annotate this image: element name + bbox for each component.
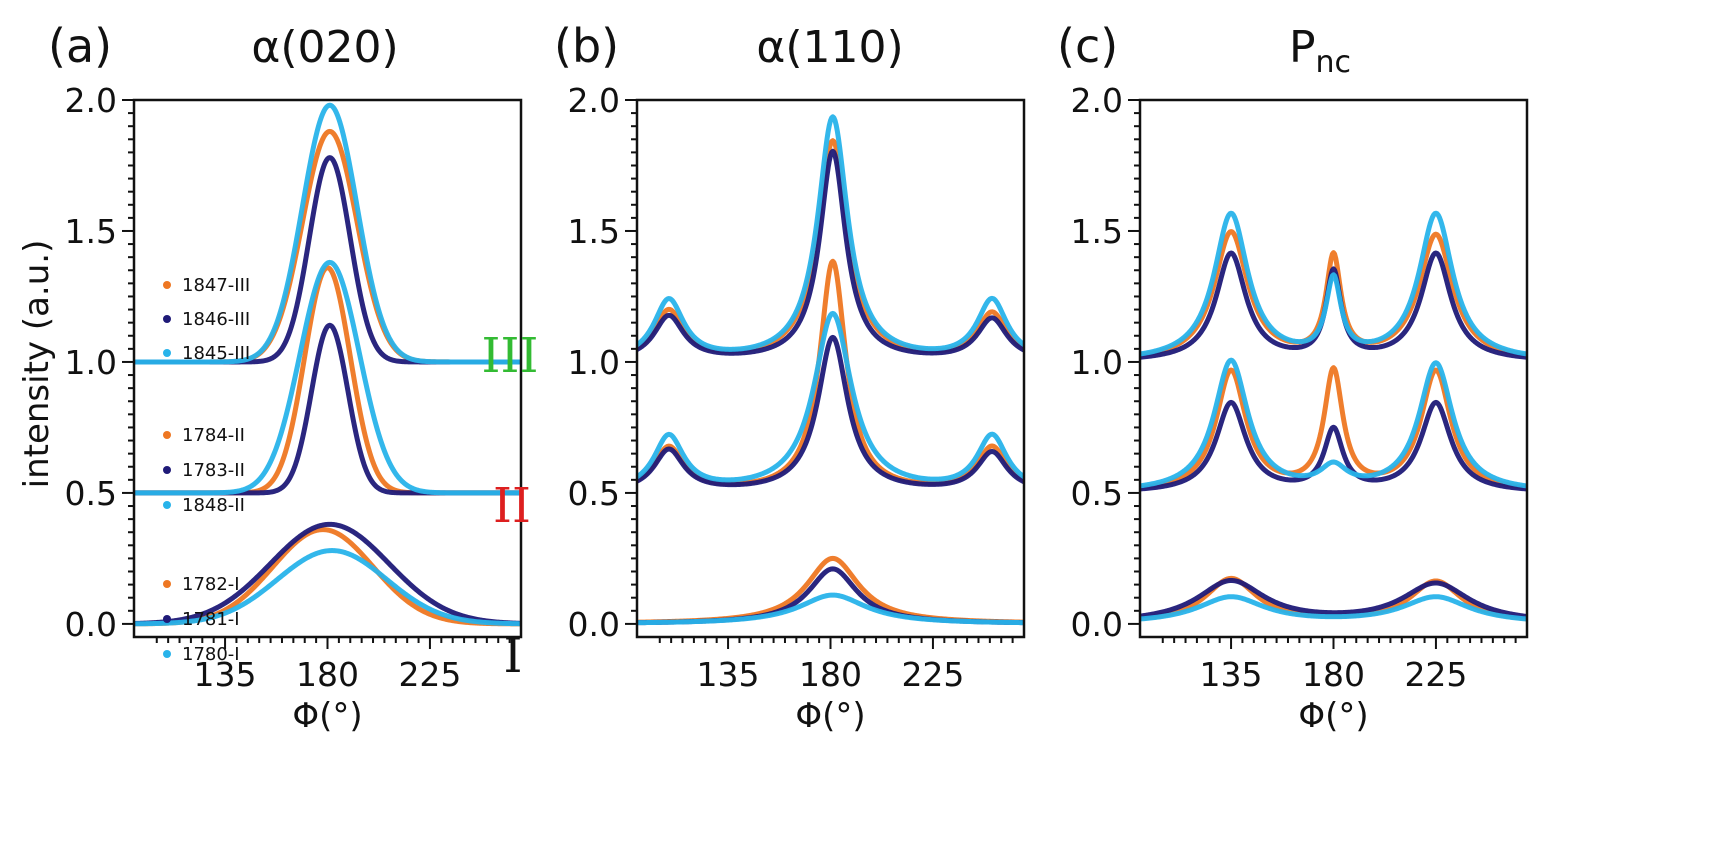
series-1781-I bbox=[134, 521, 521, 626]
series-1780-I bbox=[134, 548, 521, 627]
curves bbox=[134, 102, 521, 627]
x-tick-label: 225 bbox=[901, 655, 964, 694]
legend-marker bbox=[163, 501, 171, 509]
curves bbox=[637, 114, 1024, 626]
series-1781-I bbox=[1140, 577, 1527, 619]
series-1848-II bbox=[637, 310, 1024, 483]
group-label-III: III bbox=[482, 328, 539, 384]
panel-c: (c) Pnc 0.0 0.5 1.0 1.5 2.0 135 180 225 Φ(°) bbox=[1057, 19, 1529, 736]
x-axis-label: Φ(°) bbox=[292, 696, 362, 736]
panel-a: (a) α(020) 0.0 0.5 1.0 1.5 2.0 135 180 225 Φ(°) bbox=[48, 19, 523, 736]
series-1845-III bbox=[134, 102, 521, 365]
panel-b: (b) α(110) 0.0 0.5 1.0 1.5 2.0 135 180 225 Φ(°) bbox=[554, 19, 1026, 736]
panel-tag: (b) bbox=[554, 19, 619, 73]
panel-tag: (c) bbox=[1057, 19, 1118, 73]
legend-label: 1781-I bbox=[182, 609, 240, 630]
legend-label: 1846-III bbox=[182, 309, 250, 330]
legend-marker bbox=[163, 580, 171, 588]
y-tick-label: 0.5 bbox=[568, 474, 620, 513]
series-1846-III bbox=[637, 148, 1024, 356]
y-tick-label: 2.0 bbox=[568, 81, 620, 120]
series-1783-II bbox=[637, 334, 1024, 488]
legend-label: 1784-II bbox=[182, 425, 245, 446]
panel-title: α(020) bbox=[251, 22, 398, 73]
y-tick-label: 0.0 bbox=[65, 605, 117, 644]
series-1784-II bbox=[637, 258, 1024, 487]
legend: 1847-III 1846-III 1845-III 1784-II 1783-II 18… bbox=[163, 275, 250, 665]
x-tick-label: 225 bbox=[398, 655, 461, 694]
panel-title: Pnc bbox=[1289, 22, 1351, 80]
series-1846-III bbox=[1140, 250, 1527, 360]
x-tick-label: 225 bbox=[1404, 655, 1467, 694]
series-1780-I bbox=[637, 592, 1024, 626]
legend-label: 1845-III bbox=[182, 343, 250, 364]
legend-marker bbox=[163, 315, 171, 323]
legend-marker bbox=[163, 650, 171, 658]
curves bbox=[1140, 210, 1527, 622]
series-1848-II bbox=[1140, 357, 1527, 489]
group-label-II: II bbox=[493, 478, 531, 534]
y-tick-label: 2.0 bbox=[1071, 81, 1123, 120]
legend-marker bbox=[163, 349, 171, 357]
series-1784-II bbox=[1140, 365, 1527, 490]
x-axis-label: Φ(°) bbox=[1298, 696, 1368, 736]
x-tick-label: 135 bbox=[1200, 655, 1263, 694]
y-tick-label: 1.5 bbox=[1071, 212, 1123, 251]
x-tick-label: 135 bbox=[194, 655, 257, 694]
y-tick-label: 0.0 bbox=[1071, 605, 1123, 644]
y-axis-label: intensity (a.u.) bbox=[17, 240, 57, 489]
y-tick-label: 1.0 bbox=[568, 343, 620, 382]
series-1783-II bbox=[1140, 399, 1527, 492]
plot-frame bbox=[132, 98, 523, 639]
legend-marker bbox=[163, 431, 171, 439]
series-1845-III bbox=[1140, 210, 1527, 357]
panel-title-main: P bbox=[1289, 22, 1316, 73]
panel-title: α(110) bbox=[756, 22, 903, 73]
legend-label: 1847-III bbox=[182, 275, 250, 296]
series-1845-III bbox=[637, 114, 1024, 352]
legend-label: 1783-II bbox=[182, 460, 245, 481]
x-tick-label: 180 bbox=[799, 655, 862, 694]
legend-label: 1848-II bbox=[182, 495, 245, 516]
legend-marker bbox=[163, 466, 171, 474]
y-tick-label: 1.5 bbox=[65, 212, 117, 251]
y-tick-label: 0.5 bbox=[1071, 474, 1123, 513]
series-1848-II bbox=[134, 259, 521, 496]
y-tick-label: 1.0 bbox=[1071, 343, 1123, 382]
x-tick-label: 180 bbox=[296, 655, 359, 694]
panel-title-sub: nc bbox=[1316, 45, 1352, 80]
legend-marker bbox=[163, 281, 171, 289]
x-tick-label: 135 bbox=[697, 655, 760, 694]
panel-title-main: α(020) bbox=[251, 22, 398, 73]
legend-label: 1780-I bbox=[182, 644, 240, 665]
y-tick-label: 2.0 bbox=[65, 81, 117, 120]
series-1847-III bbox=[1140, 229, 1527, 358]
y-tick-label: 0.5 bbox=[65, 474, 117, 513]
group-label-I: I bbox=[504, 628, 523, 684]
x-axis-label: Φ(°) bbox=[795, 696, 865, 736]
panel-title-main: α(110) bbox=[756, 22, 903, 73]
y-tick-label: 1.5 bbox=[568, 212, 620, 251]
y-tick-label: 0.0 bbox=[568, 605, 620, 644]
legend-marker bbox=[163, 615, 171, 623]
legend-label: 1782-I bbox=[182, 574, 240, 595]
series-1780-I bbox=[1140, 594, 1527, 622]
panel-tag: (a) bbox=[48, 19, 112, 73]
y-tick-label: 1.0 bbox=[65, 343, 117, 382]
x-tick-label: 180 bbox=[1302, 655, 1365, 694]
